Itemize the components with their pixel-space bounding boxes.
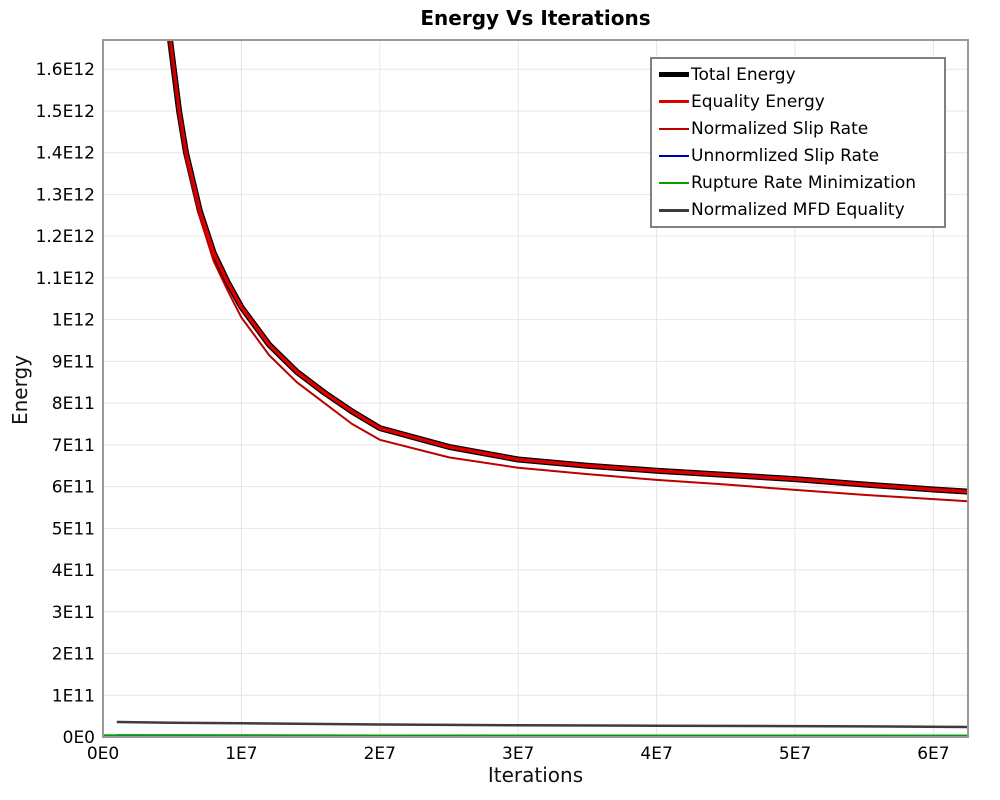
y-tick-label: 1.3E12 [36, 185, 95, 205]
y-tick-label: 7E11 [52, 436, 95, 456]
legend-swatch-icon [659, 182, 689, 185]
legend-item: Unnormlized Slip Rate [659, 146, 938, 166]
legend-item: Normalized MFD Equality [659, 200, 938, 220]
y-tick-label: 9E11 [52, 352, 95, 372]
y-tick-label: 2E11 [52, 645, 95, 665]
x-tick-label: 4E7 [640, 744, 672, 764]
x-axis-title: Iterations [487, 763, 584, 787]
y-tick-label: 1E12 [52, 311, 95, 331]
gridlines [103, 40, 968, 737]
y-tick-label: 0E0 [63, 728, 95, 748]
x-tick-label: 0E0 [87, 744, 119, 764]
legend: Total Energy Equality Energy Normalized Sl… [650, 57, 946, 228]
x-tick-label: 2E7 [364, 744, 396, 764]
legend-swatch-icon [659, 72, 689, 78]
legend-item: Rupture Rate Minimization [659, 173, 938, 193]
y-tick-label: 5E11 [52, 519, 95, 539]
y-tick-label: 1.1E12 [36, 269, 95, 289]
legend-item: Total Energy [659, 65, 938, 85]
y-tick-label: 1.5E12 [36, 102, 95, 122]
series-line-equality-energy [168, 40, 968, 494]
legend-label: Normalized Slip Rate [691, 118, 869, 139]
legend-swatch-icon [659, 155, 689, 158]
y-tick-label: 1E11 [52, 686, 95, 706]
legend-swatch-icon [659, 99, 689, 104]
chart-title: Energy Vs Iterations [420, 6, 651, 30]
legend-swatch-icon [659, 209, 689, 212]
y-tick-label: 1.6E12 [36, 60, 95, 80]
legend-label: Equality Energy [691, 91, 825, 112]
legend-swatch-icon [659, 127, 689, 130]
legend-label: Normalized MFD Equality [691, 200, 905, 221]
plot-border [102, 39, 969, 738]
y-tick-label: 1.4E12 [36, 144, 95, 164]
y-tick-label: 1.2E12 [36, 227, 95, 247]
legend-label: Rupture Rate Minimization [691, 173, 916, 194]
legend-label: Total Energy [691, 64, 796, 85]
y-tick-label: 3E11 [52, 603, 95, 623]
x-tick-label: 1E7 [225, 744, 257, 764]
x-tick-label: 3E7 [502, 744, 534, 764]
tick-labels: 0E0 1E11 2E11 3E11 4E11 5E11 6E11 7E11 8E11 9E11 1… [36, 60, 950, 764]
x-tick-label: 5E7 [779, 744, 811, 764]
y-tick-label: 4E11 [52, 561, 95, 581]
legend-item: Equality Energy [659, 92, 938, 112]
series-lines [103, 40, 968, 737]
legend-item: Normalized Slip Rate [659, 119, 938, 139]
y-tick-label: 8E11 [52, 394, 95, 414]
y-axis-title: Energy [8, 354, 32, 426]
legend-label: Unnormlized Slip Rate [691, 146, 880, 167]
x-tick-label: 6E7 [917, 744, 949, 764]
y-tick-label: 6E11 [52, 478, 95, 498]
series-line-normalized-mfd-equality [116, 720, 968, 729]
series-line-normalized-slip-rate [168, 40, 968, 503]
